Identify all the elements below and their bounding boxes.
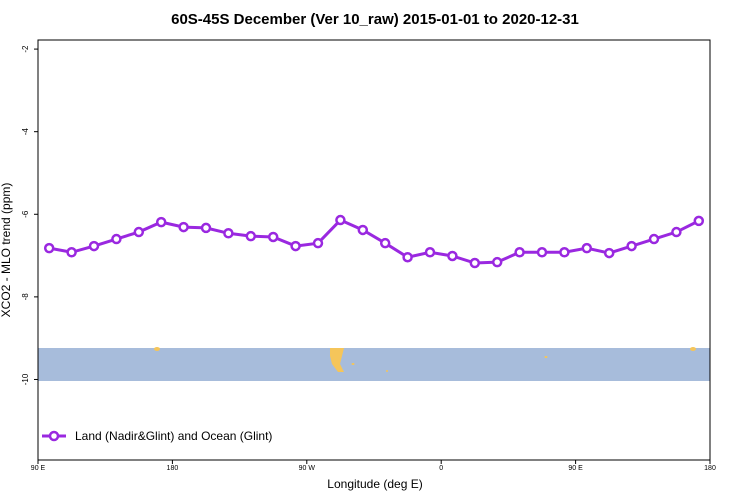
data-point	[626, 240, 637, 252]
x-tick-label: 180	[704, 465, 716, 472]
y-tick-label: -8	[21, 293, 30, 301]
x-tick-label: 90 E	[568, 465, 583, 472]
plot-frame	[37, 39, 711, 461]
data-point	[267, 231, 279, 243]
data-point	[648, 233, 660, 245]
x-tick-label: 90 E	[31, 465, 46, 472]
data-point	[66, 247, 77, 258]
data-point	[469, 257, 481, 269]
y-tick-label: -6	[21, 210, 30, 218]
y-tick-label: -4	[21, 128, 30, 136]
data-point	[111, 233, 122, 245]
legend-marker	[48, 430, 60, 442]
chart-title: 60S-45S December (Ver 10_raw) 2015-01-01…	[171, 11, 579, 28]
data-point	[447, 250, 458, 262]
data-point	[88, 240, 100, 252]
y-tick-label: -10	[21, 373, 30, 385]
data-point	[559, 247, 570, 258]
data-point	[155, 216, 167, 228]
data-point	[290, 240, 301, 252]
data-point	[245, 230, 257, 242]
y-tick-label: -2	[21, 45, 30, 53]
data-point	[223, 228, 234, 239]
data-point	[536, 247, 548, 258]
data-point	[424, 247, 436, 258]
data-point	[357, 224, 369, 236]
x-tick-label: 90 W	[299, 465, 316, 472]
data-point	[178, 221, 189, 233]
data-point	[603, 247, 615, 259]
data-point	[379, 237, 391, 249]
x-tick-label: 0	[439, 465, 443, 472]
data-point	[133, 226, 145, 238]
y-axis-label: XCO2 - MLO trend (ppm)	[0, 183, 13, 318]
map-strip	[38, 348, 710, 381]
data-point	[402, 251, 413, 263]
x-tick-label: 180	[167, 465, 179, 472]
data-point	[200, 222, 212, 234]
data-point	[693, 215, 705, 227]
x-axis-label: Longitude (deg E)	[327, 477, 422, 491]
data-point	[514, 247, 525, 258]
data-point	[581, 242, 593, 254]
data-point	[671, 226, 682, 238]
data-point	[43, 242, 55, 254]
data-point	[335, 214, 346, 226]
data-point	[491, 256, 503, 268]
series-line	[48, 218, 700, 265]
data-point	[312, 237, 324, 249]
legend-label: Land (Nadir&Glint) and Ocean (Glint)	[75, 429, 272, 443]
land-shapes	[154, 347, 696, 372]
